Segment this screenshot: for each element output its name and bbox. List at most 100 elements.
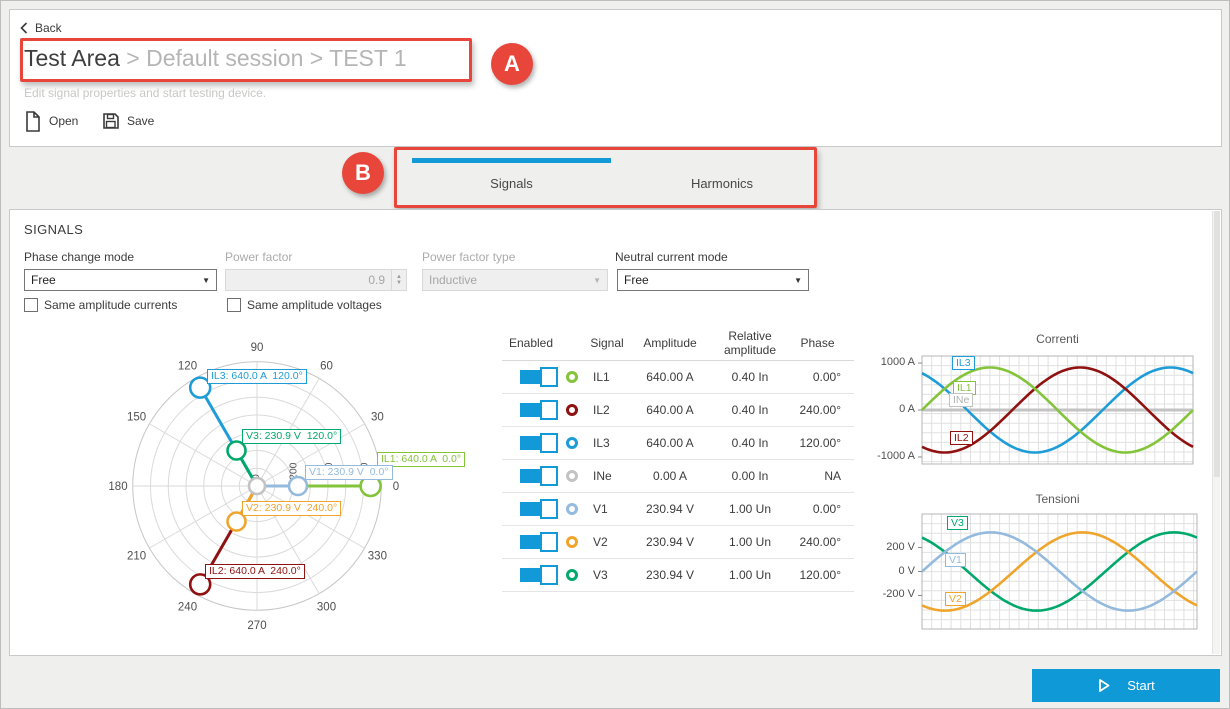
polar-angle-tick: 30	[371, 412, 384, 424]
relative-amplitude-value: 0.00 In	[731, 469, 769, 483]
signal-color-dot	[566, 569, 578, 581]
annotation-badge-a: A	[491, 43, 533, 85]
enabled-toggle[interactable]	[520, 466, 558, 486]
signal-color-dot	[566, 536, 578, 548]
number-stepper-icon[interactable]: ▲ ▼	[391, 270, 406, 290]
scrollbar-thumb[interactable]	[1214, 211, 1220, 477]
breadcrumb-session[interactable]: Default session	[146, 45, 304, 71]
relative-amplitude-value: 0.40 In	[731, 403, 769, 417]
breadcrumb-root[interactable]: Test Area	[24, 45, 120, 71]
phasor-label-IL2: IL2: 640.0 A 240.0°	[205, 564, 305, 579]
signal-name: V1	[593, 502, 608, 516]
waveform-label-IL3: IL3	[952, 356, 975, 370]
breadcrumb: Test Area > Default session > TEST 1	[24, 45, 407, 72]
phase-value: 120.00°	[799, 436, 841, 450]
chevron-down-icon: ▼	[593, 275, 601, 285]
table-row-ine: INe 0.00 A 0.00 In NA	[502, 460, 854, 493]
enabled-toggle[interactable]	[520, 400, 558, 420]
waveform-label-IL1: IL1	[953, 381, 976, 395]
phasor-label-V1: V1: 230.9 V 0.0°	[305, 465, 393, 480]
tab-signals[interactable]: Signals	[490, 175, 533, 191]
open-button[interactable]: Open	[24, 108, 78, 134]
neutral-current-mode-select[interactable]: Free ▼	[617, 269, 809, 291]
save-floppy-icon	[103, 113, 119, 129]
polar-angle-tick: 150	[127, 412, 146, 424]
back-label[interactable]: Back	[35, 21, 62, 35]
col-header-phase: Phase	[800, 335, 835, 350]
power-factor-label: Power factor	[225, 250, 293, 264]
breadcrumb-separator: >	[303, 45, 330, 71]
relative-amplitude-value: 1.00 Un	[728, 568, 772, 582]
phasor-label-IL3: IL3: 640.0 A 120.0°	[207, 369, 307, 384]
phase-value: 240.00°	[799, 403, 841, 417]
table-row-v1: V1 230.94 V 1.00 Un 0.00°	[502, 493, 854, 526]
signal-color-dot	[566, 503, 578, 515]
phase-change-mode-select[interactable]: Free ▼	[24, 269, 217, 291]
breadcrumb-test[interactable]: TEST 1	[329, 45, 407, 71]
power-factor-type-label: Power factor type	[422, 250, 516, 264]
signal-name: IL2	[593, 403, 610, 417]
phase-value: NA	[824, 469, 841, 483]
phasor-label-V2: V2: 230.9 V 240.0°	[242, 501, 342, 516]
amplitude-value: 640.00 A	[646, 370, 694, 384]
y-axis-tick-label: 1000 A	[880, 356, 915, 369]
col-header-relative-amplitude: Relative amplitude	[723, 329, 777, 357]
phase-value: 120.00°	[799, 568, 841, 582]
power-factor-type-select[interactable]: Inductive ▼	[422, 269, 608, 291]
relative-amplitude-value: 1.00 Un	[728, 535, 772, 549]
phasor-IL2-marker[interactable]	[188, 573, 212, 596]
signal-name: IL1	[593, 370, 610, 384]
save-label[interactable]: Save	[127, 114, 155, 128]
chart-title-correnti: Correnti	[1036, 332, 1079, 346]
checkbox-label: Same amplitude currents	[44, 298, 178, 312]
col-header-enabled: Enabled	[508, 335, 554, 350]
table-row-il3: IL3 640.00 A 0.40 In 120.00°	[502, 427, 854, 460]
enabled-toggle[interactable]	[520, 433, 558, 453]
signal-color-dot	[566, 371, 578, 383]
phasor-INe-marker[interactable]	[247, 476, 267, 496]
enabled-toggle[interactable]	[520, 499, 558, 519]
vertical-scrollbar[interactable]	[1212, 211, 1220, 654]
signal-name: V3	[593, 568, 608, 582]
tensioni-svg	[918, 513, 1198, 630]
polar-angle-tick: 120	[178, 361, 197, 373]
save-button[interactable]: Save	[102, 108, 154, 134]
enabled-toggle[interactable]	[520, 565, 558, 585]
table-row-il2: IL2 640.00 A 0.40 In 240.00°	[502, 394, 854, 427]
amplitude-value: 230.94 V	[645, 568, 695, 582]
phase-value: 0.00°	[812, 502, 841, 516]
signal-name: INe	[593, 469, 612, 483]
polar-angle-tick: 270	[247, 620, 266, 632]
same-amplitude-voltages-checkbox[interactable]	[227, 298, 241, 312]
phasor-V3-marker[interactable]	[226, 440, 247, 461]
same-amplitude-currents-checkbox[interactable]	[24, 298, 38, 312]
back-button[interactable]: Back	[20, 21, 62, 35]
amplitude-value: 640.00 A	[646, 436, 694, 450]
power-factor-input[interactable]: 0.9 ▲ ▼	[225, 269, 407, 291]
polar-angle-tick: 210	[127, 551, 146, 563]
phasor-polar-chart[interactable]: 0306090120150180210240270300330020040060…	[97, 338, 487, 638]
enabled-toggle[interactable]	[520, 367, 558, 387]
phasor-label-V3: V3: 230.9 V 120.0°	[242, 429, 342, 444]
enabled-toggle[interactable]	[520, 532, 558, 552]
phasor-V2-marker[interactable]	[226, 511, 247, 532]
phasor-V1-marker[interactable]	[287, 475, 309, 497]
table-row-v2: V2 230.94 V 1.00 Un 240.00°	[502, 526, 854, 559]
open-label[interactable]: Open	[49, 114, 79, 128]
waveform-label-V3: V3	[947, 516, 968, 530]
signal-name: IL3	[593, 436, 610, 450]
breadcrumb-separator: >	[119, 45, 147, 71]
y-axis-tick-label: -200 V	[882, 588, 915, 601]
tab-harmonics[interactable]: Harmonics	[690, 175, 754, 191]
section-title: SIGNALS	[24, 222, 84, 237]
phasor-label-IL1: IL1: 640.0 A 0.0°	[377, 452, 466, 467]
chart-title-tensioni: Tensioni	[1035, 492, 1080, 506]
waveform-V3	[921, 531, 1198, 612]
start-button[interactable]: Start	[1032, 669, 1220, 702]
phasor-IL3-marker[interactable]	[188, 376, 212, 399]
waveform-label-INe: INe	[949, 393, 974, 407]
chevron-down-icon: ▼	[794, 275, 802, 285]
same-amplitude-currents-option: Same amplitude currents	[24, 298, 177, 312]
polar-angle-tick: 60	[320, 361, 333, 373]
